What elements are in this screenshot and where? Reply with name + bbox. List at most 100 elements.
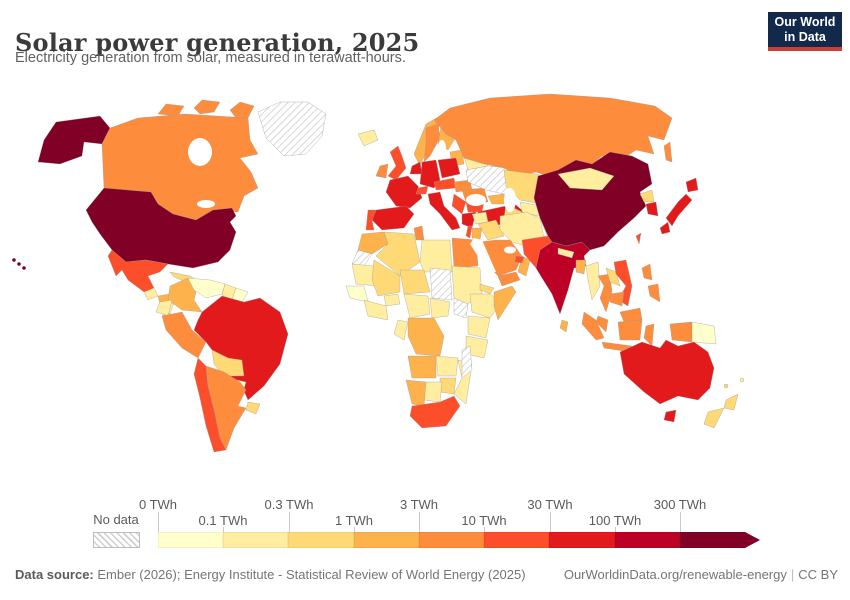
country-tasmania[interactable] bbox=[663, 409, 677, 423]
country-united-kingdom[interactable] bbox=[387, 145, 407, 181]
country-angola[interactable] bbox=[407, 355, 437, 379]
country-indonesia-sulawesi[interactable] bbox=[643, 323, 655, 347]
country-canada-arctic-2[interactable] bbox=[193, 99, 221, 115]
country-botswana[interactable] bbox=[423, 381, 443, 403]
country-ireland[interactable] bbox=[375, 163, 389, 179]
country-iceland[interactable] bbox=[357, 129, 379, 147]
country-chad[interactable] bbox=[429, 267, 453, 301]
country-malaysia-peninsula[interactable] bbox=[595, 315, 609, 333]
country-somalia[interactable] bbox=[493, 285, 517, 321]
country-japan-hokkaido[interactable] bbox=[685, 177, 699, 193]
country-burkina-faso[interactable] bbox=[383, 293, 401, 307]
country-madagascar[interactable] bbox=[461, 345, 473, 379]
legend-bin-2[interactable] bbox=[288, 532, 354, 548]
country-dr-congo[interactable] bbox=[407, 317, 445, 357]
country-alaska[interactable] bbox=[37, 115, 111, 165]
country-cambodia[interactable] bbox=[609, 291, 625, 307]
country-bolivia[interactable] bbox=[211, 349, 245, 377]
country-iraq[interactable] bbox=[477, 219, 505, 241]
country-new-zealand-south[interactable] bbox=[703, 407, 725, 429]
country-namibia[interactable] bbox=[405, 379, 427, 407]
country-poland[interactable] bbox=[437, 157, 461, 179]
country-japan-honshu[interactable] bbox=[665, 193, 693, 227]
country-france[interactable] bbox=[385, 175, 423, 209]
owid-logo[interactable]: Our World in Data bbox=[768, 12, 842, 51]
country-indonesia-sumatra[interactable] bbox=[581, 311, 605, 341]
country-portugal[interactable] bbox=[365, 209, 377, 231]
country-uae[interactable] bbox=[514, 255, 525, 264]
country-sri-lanka[interactable] bbox=[559, 319, 569, 333]
country-uruguay[interactable] bbox=[245, 401, 261, 415]
country-hawaii-1[interactable] bbox=[12, 258, 16, 262]
country-new-zealand-north[interactable] bbox=[723, 393, 739, 411]
legend-bin-8[interactable] bbox=[679, 532, 745, 548]
country-north-korea[interactable] bbox=[639, 189, 655, 203]
country-japan-kyushu[interactable] bbox=[659, 221, 671, 235]
country-israel[interactable] bbox=[465, 225, 473, 239]
country-yemen[interactable] bbox=[497, 271, 521, 287]
country-spain[interactable] bbox=[371, 205, 415, 231]
legend-tick bbox=[484, 527, 485, 532]
legend-bin-4[interactable] bbox=[418, 532, 485, 548]
country-vietnam[interactable] bbox=[613, 259, 633, 307]
country-argentina[interactable] bbox=[205, 365, 247, 451]
country-philippines-mindanao[interactable] bbox=[647, 283, 661, 303]
country-sweden[interactable] bbox=[423, 123, 441, 163]
country-laos[interactable] bbox=[605, 267, 621, 287]
country-tunisia[interactable] bbox=[413, 225, 425, 241]
country-netherlands[interactable] bbox=[409, 161, 423, 175]
country-taiwan[interactable] bbox=[635, 232, 642, 245]
country-south-korea[interactable] bbox=[645, 201, 659, 217]
country-hawaii-3[interactable] bbox=[22, 266, 26, 270]
legend-bin-1[interactable] bbox=[223, 532, 289, 548]
country-mali[interactable] bbox=[371, 259, 401, 297]
country-mongolia[interactable] bbox=[557, 167, 615, 191]
country-zambia[interactable] bbox=[435, 355, 459, 377]
country-serbia-balkans[interactable] bbox=[451, 193, 467, 215]
legend-bin-5[interactable] bbox=[484, 532, 550, 548]
country-indonesia-kalimantan[interactable] bbox=[617, 319, 643, 341]
country-switzerland[interactable] bbox=[415, 185, 429, 195]
country-myanmar[interactable] bbox=[585, 261, 601, 301]
country-hawaii-2[interactable] bbox=[17, 262, 21, 266]
legend-bin-0[interactable] bbox=[158, 532, 224, 548]
country-sakhalin[interactable] bbox=[663, 141, 673, 163]
country-south-africa[interactable] bbox=[409, 395, 461, 429]
footer-license[interactable]: CC BY bbox=[798, 567, 838, 582]
country-jordan[interactable] bbox=[471, 227, 483, 241]
country-greenland[interactable] bbox=[257, 101, 327, 157]
country-libya[interactable] bbox=[419, 239, 453, 273]
country-brazil[interactable] bbox=[193, 295, 289, 401]
country-canada-arctic-1[interactable] bbox=[157, 103, 185, 117]
country-senegal[interactable] bbox=[345, 285, 369, 303]
footer-link[interactable]: OurWorldinData.org/renewable-energy bbox=[563, 567, 787, 582]
legend-no-data-swatch[interactable] bbox=[93, 532, 140, 548]
country-bangladesh[interactable] bbox=[575, 259, 587, 275]
country-papua-new-guinea[interactable] bbox=[691, 321, 717, 345]
country-fiji[interactable] bbox=[739, 377, 745, 383]
legend-bin-3[interactable] bbox=[353, 532, 419, 548]
country-new-caledonia[interactable] bbox=[723, 383, 729, 389]
country-italy[interactable] bbox=[427, 191, 461, 231]
country-kenya-uganda[interactable] bbox=[467, 315, 491, 339]
country-nigeria[interactable] bbox=[403, 293, 431, 319]
country-nepal[interactable] bbox=[557, 247, 575, 259]
country-peru[interactable] bbox=[161, 311, 207, 359]
country-ghana-ivory-coast[interactable] bbox=[363, 299, 389, 321]
country-zimbabwe[interactable] bbox=[439, 377, 457, 395]
legend-tick-label: 3 TWh bbox=[399, 497, 439, 512]
country-cameroon[interactable] bbox=[429, 297, 451, 319]
country-morocco[interactable] bbox=[357, 231, 389, 255]
country-australia[interactable] bbox=[619, 339, 715, 405]
country-eritrea[interactable] bbox=[479, 283, 495, 295]
country-south-sudan[interactable] bbox=[453, 297, 469, 319]
country-philippines-luzon[interactable] bbox=[641, 263, 653, 281]
legend-bin-6[interactable] bbox=[549, 532, 615, 548]
country-niger[interactable] bbox=[399, 269, 431, 295]
country-canada-arctic-3[interactable] bbox=[229, 101, 255, 119]
country-malaysia-borneo[interactable] bbox=[619, 307, 643, 323]
legend-bin-7[interactable] bbox=[614, 532, 680, 548]
country-gabon-congo[interactable] bbox=[393, 319, 409, 341]
country-venezuela[interactable] bbox=[187, 277, 226, 299]
country-indonesia-papua[interactable] bbox=[669, 321, 693, 343]
